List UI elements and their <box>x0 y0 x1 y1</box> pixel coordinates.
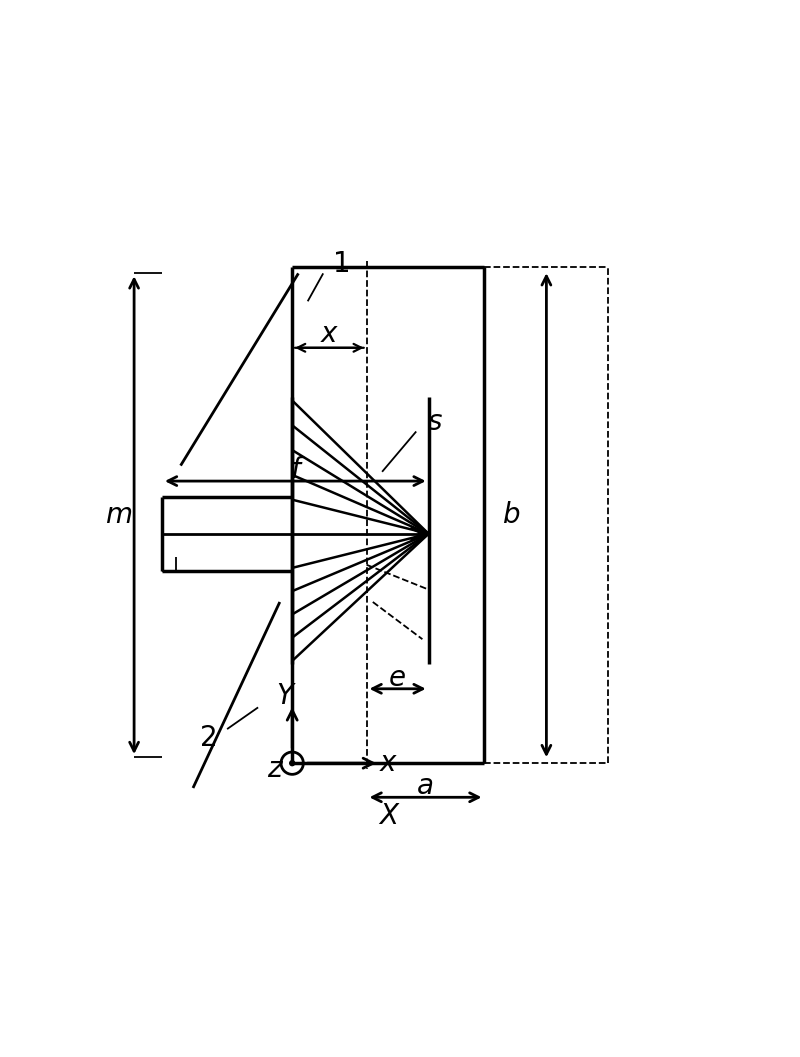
Text: X: X <box>379 802 398 830</box>
Text: x: x <box>380 749 397 777</box>
Text: b: b <box>503 501 521 530</box>
Text: e: e <box>389 664 406 691</box>
Text: z: z <box>267 756 282 783</box>
Text: 2: 2 <box>200 724 218 753</box>
Text: f: f <box>290 456 300 484</box>
Text: x: x <box>322 320 338 348</box>
Text: 1: 1 <box>333 251 350 278</box>
Text: s: s <box>427 408 442 437</box>
Text: m: m <box>105 501 132 530</box>
Text: Y: Y <box>276 682 294 710</box>
Text: a: a <box>417 772 434 800</box>
Circle shape <box>290 761 294 765</box>
